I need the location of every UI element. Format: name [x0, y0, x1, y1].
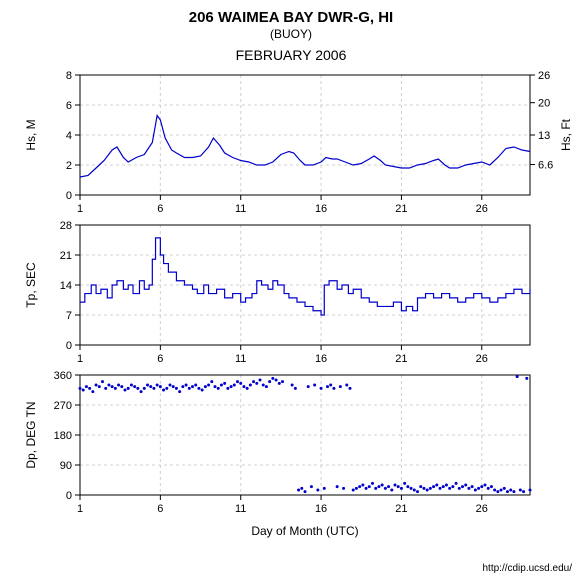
svg-text:0: 0	[66, 340, 72, 352]
ylabel-hs-m: Hs, M	[24, 119, 38, 150]
svg-text:11: 11	[235, 503, 246, 515]
tp-series	[80, 238, 530, 315]
svg-text:0: 0	[66, 190, 72, 202]
svg-text:16: 16	[315, 203, 327, 215]
svg-text:21: 21	[60, 250, 72, 262]
svg-text:90: 90	[60, 460, 72, 472]
svg-text:11: 11	[235, 353, 246, 365]
footer-url: http://cdip.ucsd.edu/	[482, 563, 572, 574]
svg-text:26: 26	[476, 503, 488, 515]
svg-text:26: 26	[476, 203, 488, 215]
svg-text:20: 20	[538, 98, 550, 110]
svg-text:28: 28	[60, 220, 72, 232]
svg-text:14: 14	[60, 280, 72, 292]
hs-series	[80, 116, 530, 178]
svg-text:6: 6	[157, 203, 163, 215]
ylabel-dp: Dp, DEG TN	[24, 401, 38, 468]
svg-text:8: 8	[66, 70, 72, 82]
svg-text:7: 7	[66, 310, 72, 322]
svg-text:21: 21	[395, 353, 407, 365]
svg-text:16: 16	[315, 503, 327, 515]
svg-text:180: 180	[54, 430, 72, 442]
svg-text:16: 16	[315, 353, 327, 365]
svg-text:270: 270	[54, 400, 72, 412]
svg-text:21: 21	[395, 203, 407, 215]
svg-text:11: 11	[235, 203, 246, 215]
month-title: FEBRUARY 2006	[236, 47, 347, 63]
svg-text:360: 360	[54, 370, 72, 382]
svg-text:6: 6	[157, 503, 163, 515]
svg-text:1: 1	[77, 503, 83, 515]
svg-text:4: 4	[66, 130, 72, 142]
svg-text:2: 2	[66, 160, 72, 172]
svg-text:26: 26	[538, 70, 550, 82]
chart-container: { "header": { "title": "206 WAIMEA BAY D…	[0, 0, 582, 581]
svg-text:6: 6	[66, 100, 72, 112]
svg-text:1: 1	[77, 203, 83, 215]
svg-text:0: 0	[66, 490, 72, 502]
svg-text:6: 6	[157, 353, 163, 365]
svg-text:1: 1	[77, 353, 83, 365]
svg-text:21: 21	[395, 503, 407, 515]
dp-series	[79, 375, 532, 493]
subtitle: (BUOY)	[270, 27, 312, 41]
svg-text:26: 26	[476, 353, 488, 365]
svg-text:6.6: 6.6	[538, 160, 553, 172]
x-axis-label: Day of Month (UTC)	[251, 524, 358, 538]
ylabel-tp: Tp, SEC	[24, 262, 38, 308]
chart-svg: 206 WAIMEA BAY DWR-G, HI(BUOY) FEBRUARY 2…	[0, 0, 582, 581]
main-title: 206 WAIMEA BAY DWR-G, HI	[189, 9, 393, 26]
ylabel-right-hs-ft: Hs, Ft	[559, 118, 573, 151]
svg-text:13: 13	[538, 130, 550, 142]
